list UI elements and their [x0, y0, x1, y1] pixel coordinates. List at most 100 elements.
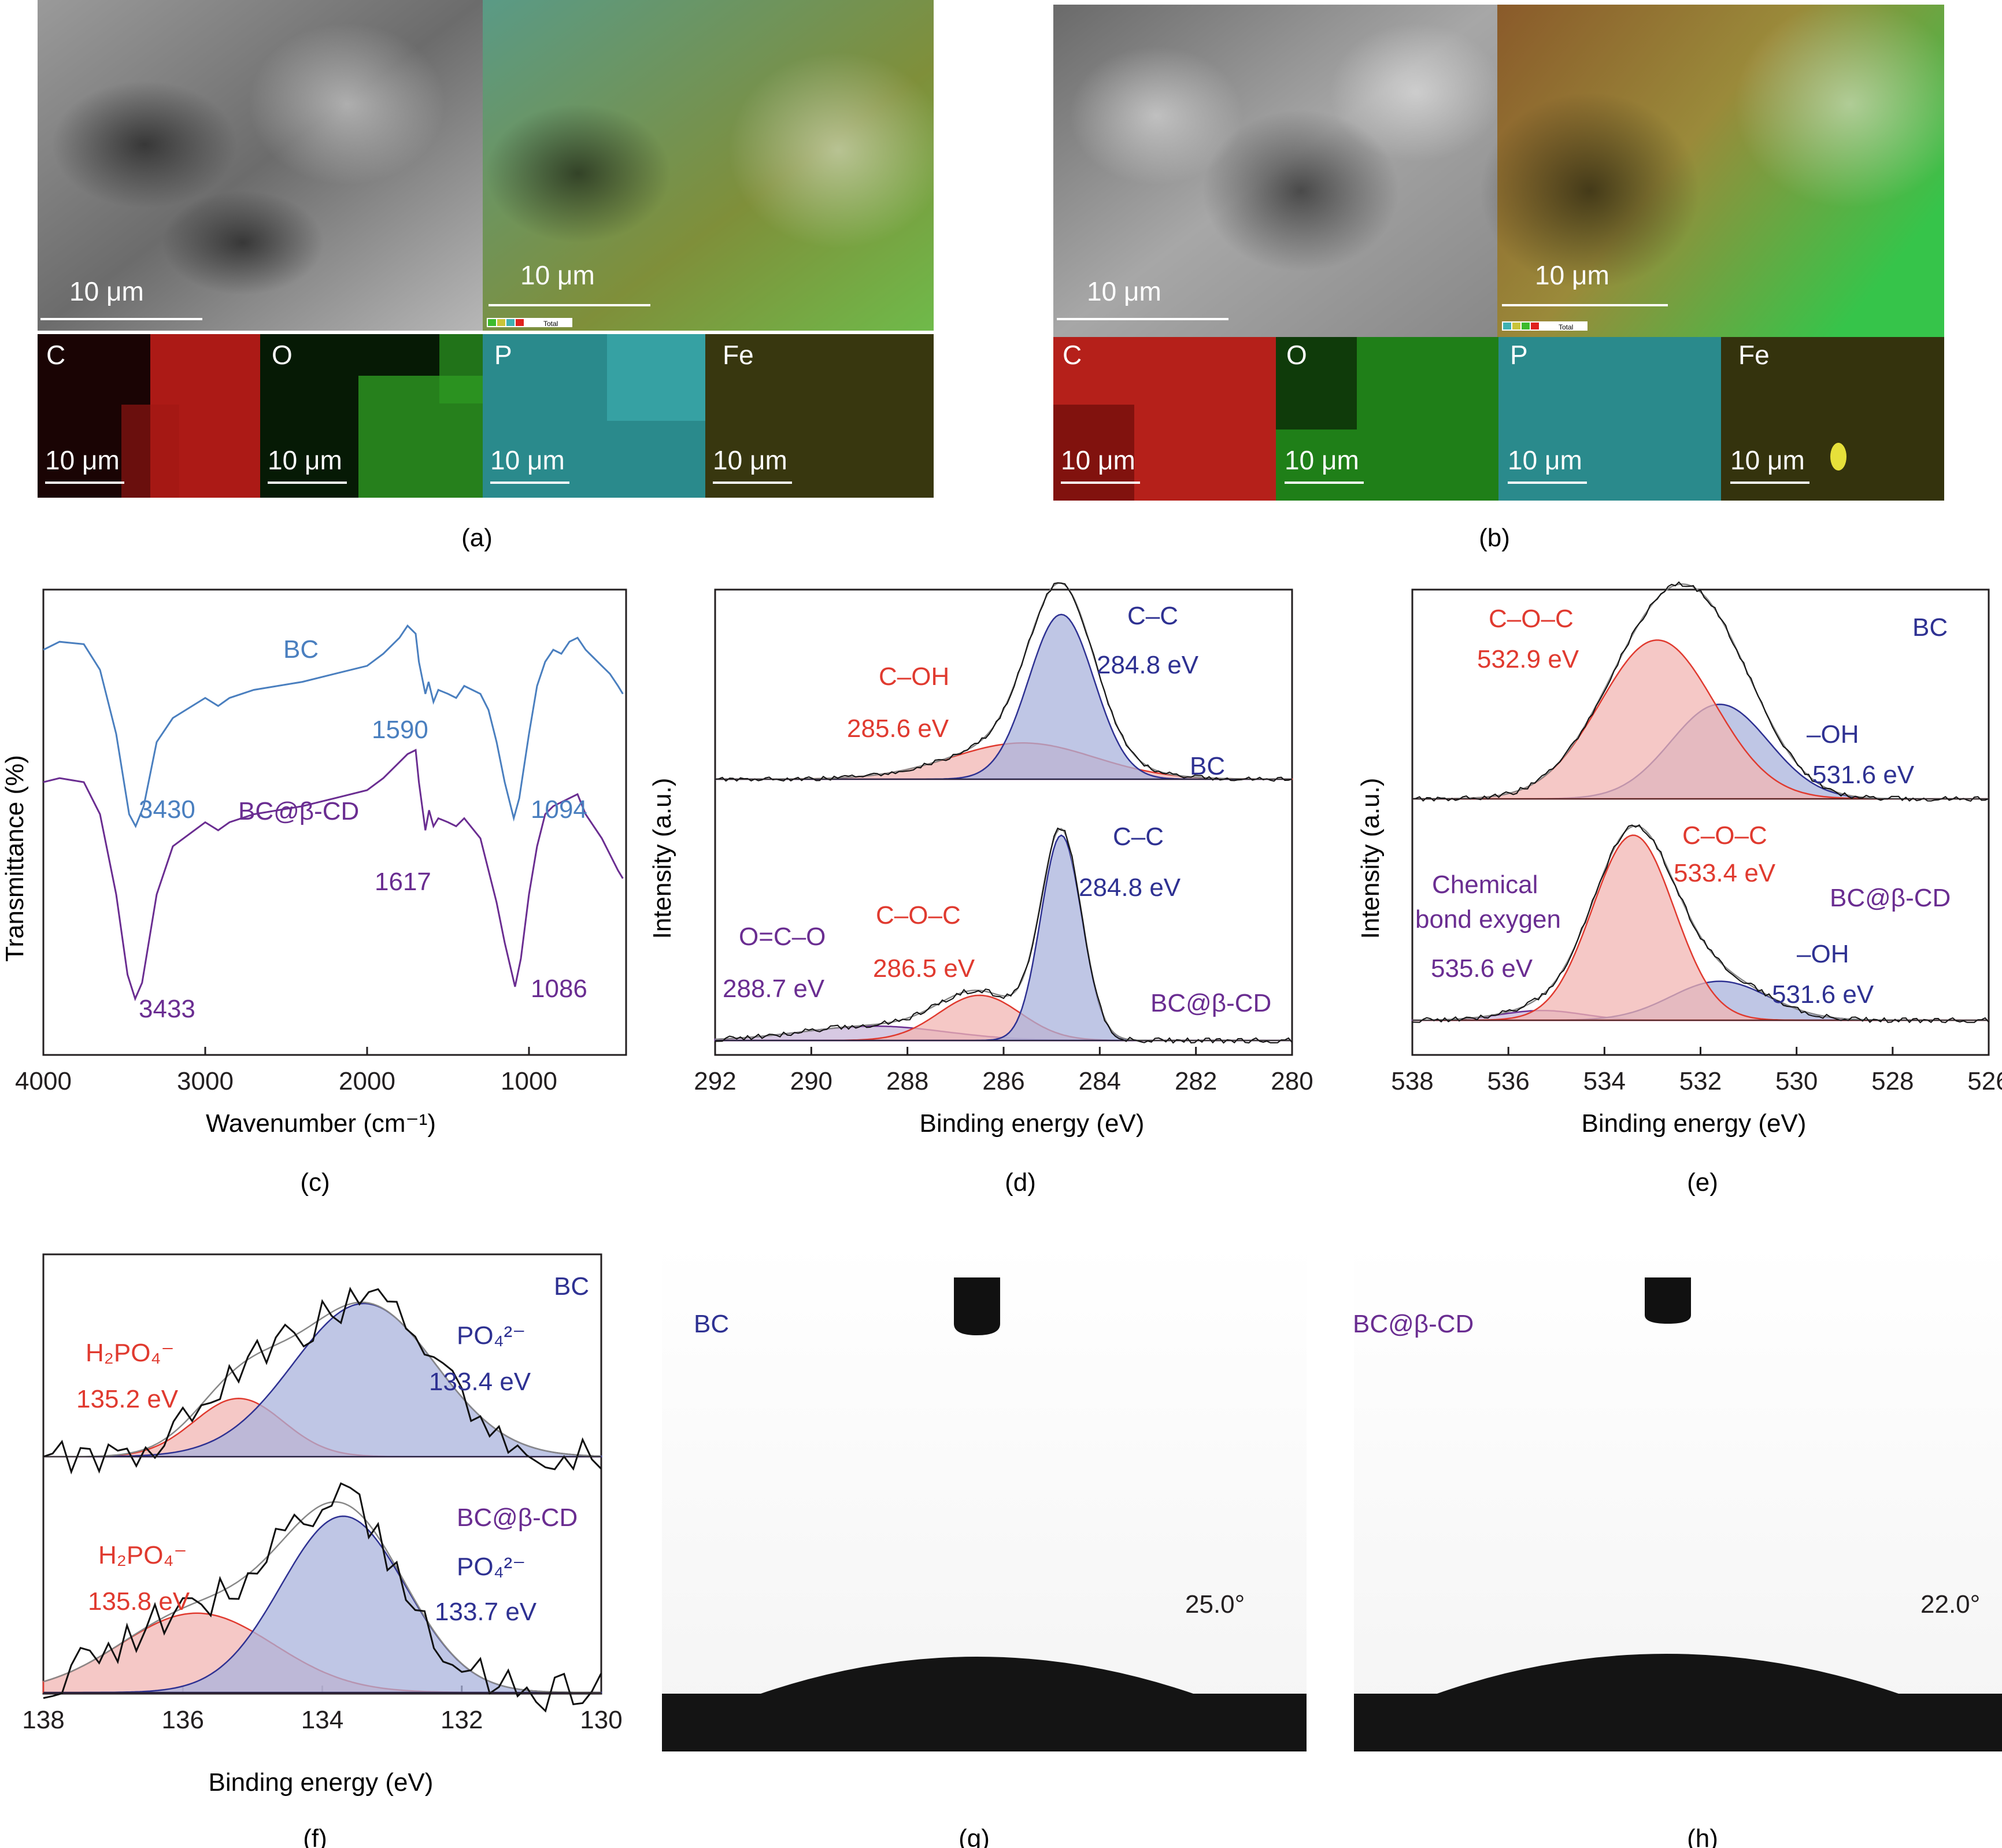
element-label-fe: Fe [723, 340, 754, 370]
scale-label: 10 μm [1508, 445, 1582, 475]
y-axis-title: Intensity (a.u.) [1356, 778, 1385, 939]
element-label-p: P [494, 340, 512, 370]
x-tick-label: 528 [1871, 1067, 1914, 1095]
peak-energy: 535.6 eV [1431, 954, 1533, 983]
element-label-o: O [1286, 340, 1307, 370]
sample-label: BC@β-CD [1353, 1310, 1474, 1338]
panel-label-a: (a) [461, 524, 493, 552]
peak-label: 3430 [139, 795, 195, 824]
x-tick-label: 138 [22, 1706, 64, 1734]
peak-name: C–C [1113, 823, 1164, 851]
peak-label: 1094 [531, 795, 587, 824]
fe-hotspot [1830, 443, 1846, 471]
x-axis-title: Wavenumber (cm⁻¹) [206, 1109, 436, 1138]
x-tick-label: 290 [790, 1067, 832, 1095]
sample-label: BC@β-CD [457, 1503, 578, 1532]
sample-label: BC@β-CD [1150, 989, 1271, 1017]
x-tick-label: 136 [162, 1706, 204, 1734]
x-tick-label: 2000 [339, 1067, 395, 1095]
needle-tip [954, 1277, 1000, 1335]
raw-spectrum [715, 827, 1293, 1044]
peak-label: 3433 [139, 995, 195, 1023]
scale-label: 10 μm [1087, 276, 1161, 306]
peak-energy: 533.4 eV [1674, 859, 1776, 887]
x-tick-label: 530 [1775, 1067, 1818, 1095]
fit-envelope [43, 1301, 602, 1458]
sample-label: BC@β-CD [1830, 884, 1951, 912]
panel-label-h: (h) [1687, 1824, 1718, 1848]
peak-energy: 285.6 eV [847, 714, 949, 743]
peak-energy: 133.7 eV [435, 1598, 537, 1626]
peak-name: –OH [1797, 940, 1849, 968]
x-axis-title: Binding energy (eV) [920, 1109, 1145, 1138]
x-tick-label: 284 [1079, 1067, 1121, 1095]
panel-label-g: (g) [959, 1824, 990, 1848]
x-tick-label: 536 [1487, 1067, 1529, 1095]
scale-label: 10 μm [268, 445, 342, 475]
panel-label-e: (e) [1687, 1168, 1718, 1197]
panel-label-d: (d) [1005, 1168, 1036, 1197]
scale-label: 10 μm [1535, 260, 1609, 290]
substrate [1354, 1694, 2002, 1751]
x-tick-label: 3000 [177, 1067, 234, 1095]
scale-label: 10 μm [520, 260, 595, 290]
x-tick-label: 288 [886, 1067, 928, 1095]
x-axis-title: Binding energy (eV) [209, 1768, 434, 1797]
x-tick-label: 286 [982, 1067, 1024, 1095]
x-tick-label: 538 [1391, 1067, 1433, 1095]
peak-name: H₂PO₄⁻ [98, 1541, 187, 1569]
peak-name: C–O–C [1489, 605, 1574, 633]
contact-angle-value: 22.0° [1920, 1590, 1980, 1619]
fit-envelope [715, 582, 1292, 780]
xps-o1s-chart: 538 536 534 532 530 528 526 [1391, 581, 2002, 1095]
peak-name: PO₄²⁻ [457, 1321, 526, 1350]
xps-p2p-chart: 138 136 134 132 130 [22, 1253, 623, 1734]
sample-label: BC [554, 1272, 589, 1301]
raw-spectrum [43, 1482, 602, 1713]
xps-c1s-chart: 292 290 288 286 284 282 280 [694, 582, 1313, 1095]
x-tick-label: 532 [1679, 1067, 1722, 1095]
peak-energy: 532.9 eV [1477, 645, 1579, 673]
peak-energy: 288.7 eV [723, 975, 825, 1003]
peak-label: 1590 [372, 716, 428, 744]
series-label-bccd: BC@β-CD [238, 797, 359, 825]
sample-label: BC [694, 1310, 729, 1338]
plot-frame [42, 588, 627, 1056]
peak-label: 1086 [531, 975, 587, 1003]
element-label-o: O [272, 340, 293, 370]
peak-energy: 531.6 eV [1772, 980, 1874, 1009]
sem-panel-a: 10 μm 10 μm Total C O P Fe 10 μm 10 μm 1… [38, 0, 948, 498]
peak-name: bond exygen [1415, 905, 1561, 934]
eds-legend-label: Total [1559, 323, 1573, 331]
scale-label: 10 μm [713, 445, 787, 475]
scale-label: 10 μm [69, 276, 144, 306]
contact-angle-bc: BC 25.0° [662, 1243, 1307, 1751]
peak-energy: 135.8 eV [88, 1587, 190, 1616]
series-label-bc: BC [283, 635, 319, 664]
peak-energy: 284.8 eV [1079, 873, 1181, 902]
substrate [662, 1694, 1307, 1751]
element-label-c: C [1063, 340, 1082, 370]
ftir-chart: 4000 3000 2000 1000 [15, 588, 627, 1095]
panel-label-b: (b) [1479, 524, 1510, 552]
scale-label: 10 μm [490, 445, 565, 475]
raw-spectrum [1412, 824, 1989, 1024]
peak-energy: 531.6 eV [1812, 761, 1915, 789]
eds-map-fe [1721, 337, 1944, 501]
scale-label: 10 μm [1730, 445, 1805, 475]
sample-label: BC [1190, 752, 1225, 780]
peak-energy: 133.4 eV [429, 1368, 531, 1396]
peak-name: C–O–C [1682, 821, 1767, 850]
peak-energy: 284.8 eV [1097, 651, 1199, 679]
x-tick-label: 132 [441, 1706, 483, 1734]
sem-panel-b: 10 μm 10 μm Total C O P Fe 10 μm 10 μm 1… [1053, 0, 1966, 501]
peak-label: 1617 [375, 868, 431, 896]
x-tick-label: 130 [580, 1706, 622, 1734]
element-label-p: P [1510, 340, 1528, 370]
peak-name: Chemical [1432, 871, 1538, 899]
x-axis-title: Binding energy (eV) [1582, 1109, 1807, 1138]
peak-energy: 286.5 eV [873, 954, 975, 983]
peak-name: C–O–C [876, 901, 961, 929]
needle-tip [1645, 1277, 1691, 1324]
